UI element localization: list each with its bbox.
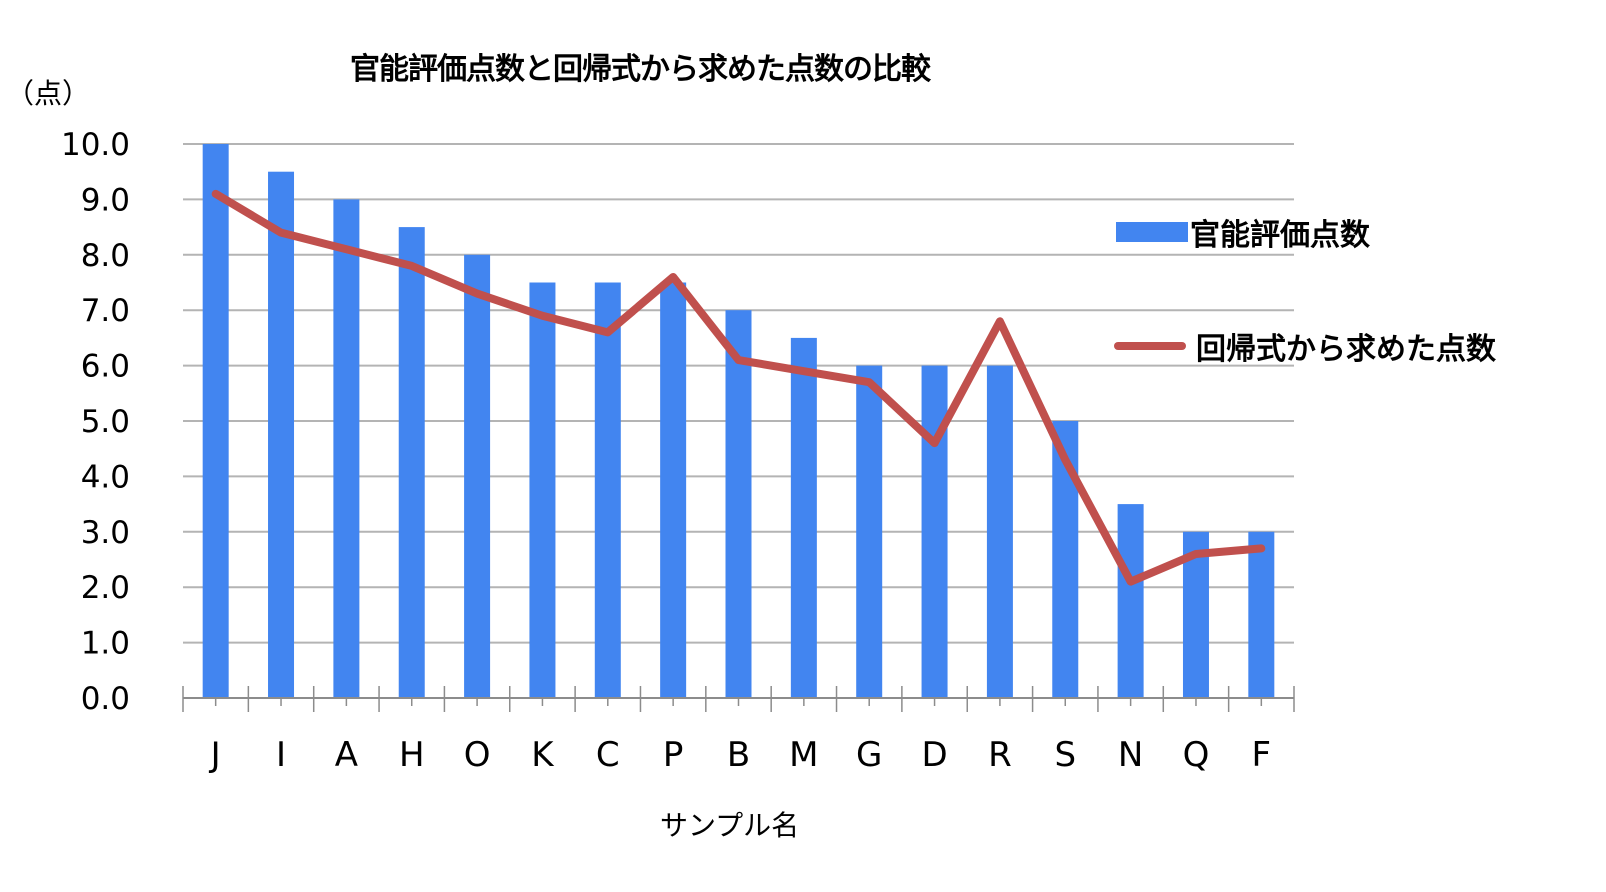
y-axis-ticks: 0.0 1.0 2.0 3.0 4.0 5.0 6.0 7.0 8.0 9.0 10.0 xyxy=(61,127,130,717)
legend-line-swatch-icon xyxy=(1114,342,1186,350)
y-tick-label: 1.0 xyxy=(81,626,130,662)
x-tick-label: F xyxy=(1252,735,1272,775)
bar xyxy=(790,337,817,698)
y-tick-label: 0.0 xyxy=(81,681,130,717)
y-tick-label: 9.0 xyxy=(81,182,130,218)
y-tick-label: 2.0 xyxy=(81,570,130,606)
x-tick-label: A xyxy=(335,735,358,775)
y-tick-label: 8.0 xyxy=(81,238,130,274)
x-tick-label: C xyxy=(596,735,620,775)
bar xyxy=(921,365,948,698)
x-tick-label: R xyxy=(988,735,1012,775)
x-tick-label: S xyxy=(1054,735,1076,775)
x-tick-label: D xyxy=(921,735,947,775)
bar xyxy=(594,282,621,698)
x-tick-label: G xyxy=(856,735,882,775)
x-tick-label: B xyxy=(727,735,750,775)
x-tick-label: J xyxy=(209,735,221,775)
bar xyxy=(1248,531,1275,698)
bar xyxy=(986,365,1013,698)
bar xyxy=(660,282,687,698)
bar xyxy=(464,254,491,699)
bar xyxy=(398,227,425,698)
y-tick-label: 7.0 xyxy=(81,293,130,329)
bar-series xyxy=(202,144,1275,699)
legend-item-bar: 官能評価点数 xyxy=(1116,210,1370,254)
x-axis xyxy=(182,686,1295,712)
bar xyxy=(333,199,360,698)
bar xyxy=(202,144,229,698)
x-axis-title: サンプル名 xyxy=(660,809,800,842)
x-tick-label: N xyxy=(1118,735,1143,775)
legend-line-label: 回帰式から求めた点数 xyxy=(1196,332,1496,367)
x-tick-label: P xyxy=(663,735,684,775)
x-tick-label: K xyxy=(531,735,555,775)
chart-title: 官能評価点数と回帰式から求めた点数の比較 xyxy=(350,52,931,87)
y-axis-unit-label: （点） xyxy=(6,77,91,110)
bar xyxy=(725,310,752,698)
y-tick-label: 10.0 xyxy=(61,127,130,163)
bar xyxy=(268,171,295,698)
x-tick-label: H xyxy=(399,735,425,775)
x-tick-label: M xyxy=(789,735,818,775)
y-tick-label: 6.0 xyxy=(81,349,130,385)
legend-item-line: 回帰式から求めた点数 xyxy=(1114,324,1496,368)
y-tick-label: 4.0 xyxy=(81,459,130,495)
y-tick-label: 5.0 xyxy=(81,404,130,440)
bar xyxy=(529,282,556,698)
x-tick-label: Q xyxy=(1183,735,1210,775)
bar xyxy=(1117,504,1144,698)
legend-bar-swatch-icon xyxy=(1116,222,1188,242)
y-tick-label: 3.0 xyxy=(81,515,130,551)
x-tick-label: I xyxy=(276,735,286,775)
x-tick-label: O xyxy=(464,735,491,775)
line-series xyxy=(211,189,1266,586)
bar xyxy=(856,365,883,698)
legend-bar-label: 官能評価点数 xyxy=(1190,218,1370,253)
